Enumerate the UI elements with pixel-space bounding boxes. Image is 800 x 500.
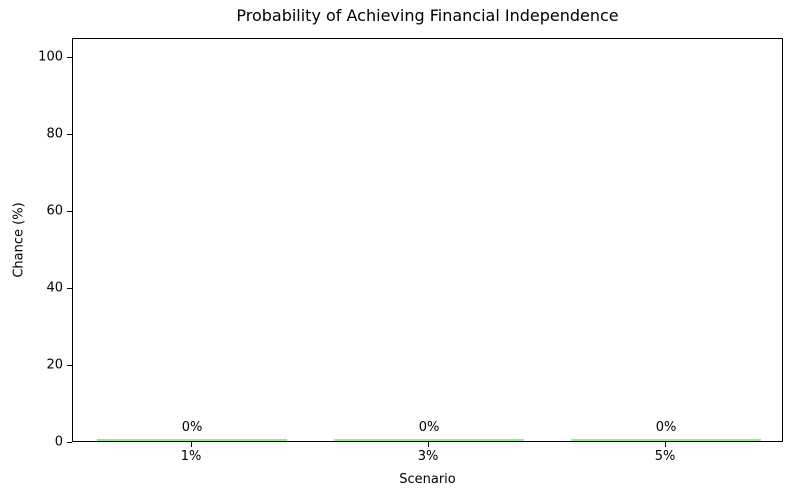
y-tick-label: 80: [46, 126, 63, 142]
bar-value-label: 0%: [655, 420, 677, 435]
x-tick-label: 3%: [417, 449, 439, 464]
x-tick-mark: [191, 442, 192, 447]
y-tick-mark: [67, 288, 72, 289]
y-axis-label: Chance (%): [11, 202, 27, 278]
y-tick-label: 0: [54, 434, 63, 450]
x-tick-label: 1%: [180, 449, 202, 464]
bar-value-label: 0%: [181, 420, 203, 435]
bar-5%: [571, 439, 761, 441]
bar-value-label: 0%: [418, 420, 440, 435]
bar-3%: [334, 439, 524, 441]
y-tick-label: 100: [38, 49, 63, 65]
y-tick-label: 20: [46, 357, 63, 373]
bar-1%: [97, 439, 287, 441]
y-tick-label: 60: [46, 203, 63, 219]
x-tick-mark: [665, 442, 666, 447]
x-tick-label: 5%: [654, 449, 676, 464]
y-tick-mark: [67, 211, 72, 212]
chart-title: Probability of Achieving Financial Indep…: [236, 6, 619, 25]
x-tick-mark: [428, 442, 429, 447]
y-tick-mark: [67, 134, 72, 135]
y-tick-mark: [67, 365, 72, 366]
y-tick-mark: [67, 442, 72, 443]
y-tick-mark: [67, 57, 72, 58]
y-tick-label: 40: [46, 280, 63, 296]
x-axis-label: Scenario: [399, 472, 456, 487]
plot-area: 0% 0% 0%: [72, 38, 783, 442]
